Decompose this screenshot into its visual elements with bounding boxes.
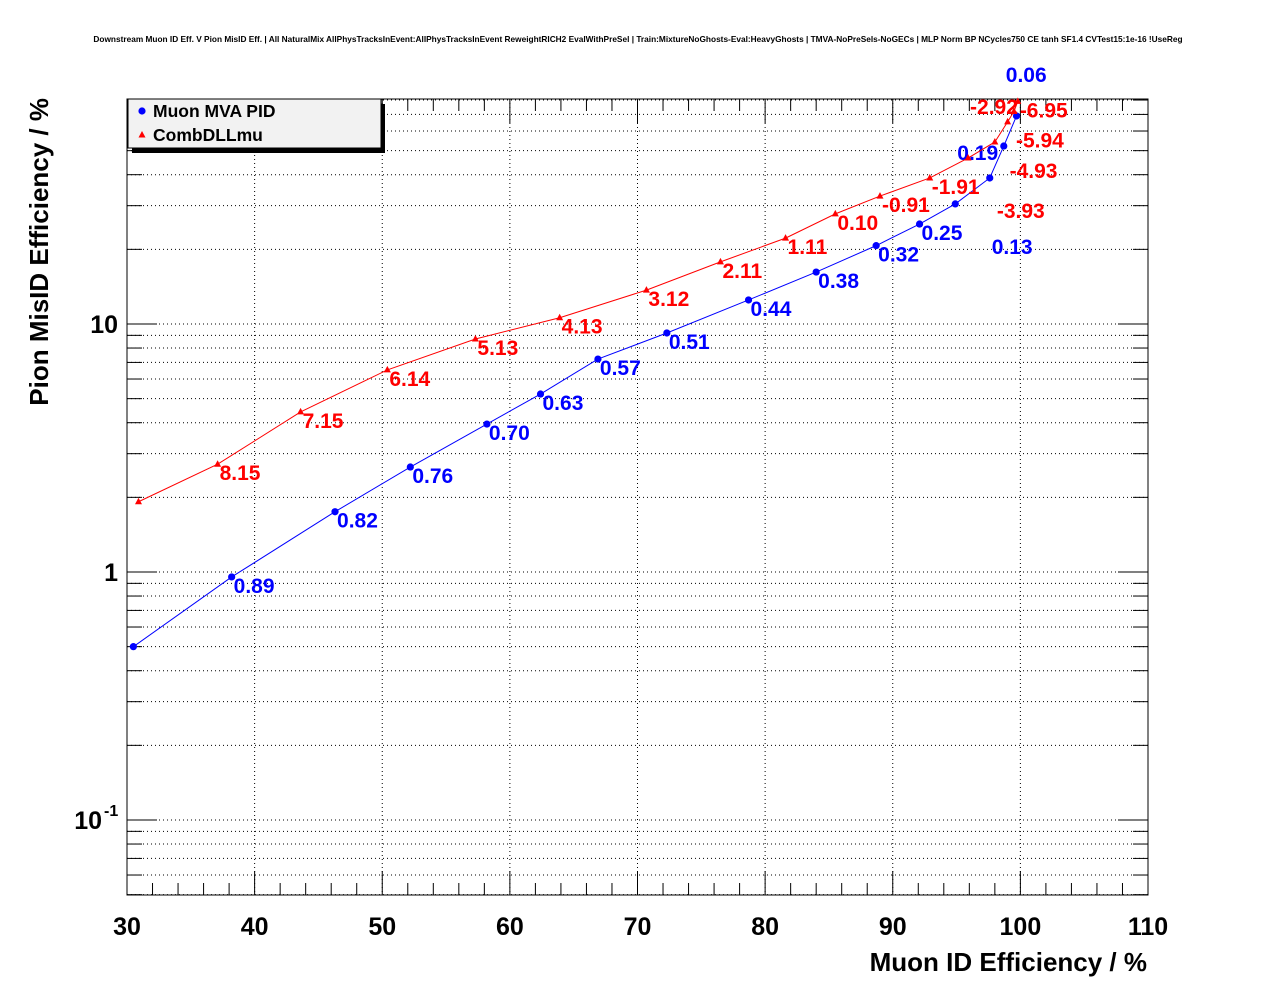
- x-tick-label: 110: [1128, 913, 1168, 941]
- data-label: -6.95: [1020, 99, 1068, 122]
- data-point: [331, 508, 339, 516]
- data-label: 2.11: [722, 260, 762, 283]
- data-label: -2.92: [970, 96, 1018, 119]
- data-point: [406, 463, 414, 471]
- legend-box: [127, 98, 382, 149]
- data-point: [876, 192, 884, 199]
- series-line: [133, 115, 1018, 648]
- data-label: 0.57: [600, 357, 641, 380]
- data-point: [926, 173, 934, 181]
- data-point: [744, 296, 753, 304]
- data-label: -3.93: [997, 200, 1045, 223]
- y-tick-exponent: -1: [104, 803, 118, 820]
- data-label: 0.70: [489, 422, 530, 445]
- data-label: 0.44: [751, 298, 792, 321]
- data-label: 1.11: [788, 236, 828, 259]
- data-label: -4.93: [1010, 160, 1058, 183]
- legend-entry: CombDLLmu: [153, 125, 263, 145]
- x-tick-label: 40: [241, 913, 269, 941]
- data-point: [1000, 142, 1008, 150]
- data-label: 8.15: [220, 462, 261, 485]
- legend-entry: Muon MVA PID: [153, 101, 275, 121]
- data-point: [1010, 107, 1018, 114]
- data-label: 0.76: [412, 465, 453, 488]
- data-point: [594, 355, 602, 363]
- data-point: [134, 497, 142, 505]
- x-axis-label: Muon ID Efficiency / %: [870, 947, 1147, 977]
- data-label: -1.91: [932, 176, 980, 199]
- data-point: [483, 420, 491, 428]
- data-label: 0.19: [957, 142, 998, 165]
- data-label: 7.15: [303, 410, 344, 433]
- data-label: -0.91: [882, 194, 930, 217]
- data-label: 0.89: [234, 575, 275, 598]
- data-point: [986, 174, 994, 182]
- legend-marker-triangle: [138, 131, 146, 138]
- data-label: 0.32: [878, 244, 919, 267]
- legend: Muon MVA PID CombDLLmu: [127, 98, 385, 153]
- series-muon-mva-pid: 0.06 0.13 0.19 0.250.32 0.38 0.44 0.51 0.57 0.63…: [129, 64, 1047, 651]
- x-tick-label: 30: [113, 913, 141, 941]
- data-point: [915, 220, 924, 228]
- data-label: 6.14: [389, 368, 430, 391]
- data-point: [536, 390, 545, 398]
- data-point: [663, 329, 671, 337]
- x-tick-label: 100: [1000, 913, 1042, 941]
- data-point: [1012, 112, 1021, 120]
- data-label: 4.13: [562, 316, 603, 339]
- data-point: [129, 643, 137, 651]
- x-tick-label: 80: [751, 913, 779, 941]
- data-label: 0.13: [992, 236, 1033, 259]
- data-label: 0.82: [337, 510, 378, 533]
- data-label: 0.25: [922, 222, 963, 245]
- data-point: [782, 234, 790, 241]
- data-point: [228, 573, 236, 581]
- data-point: [831, 209, 839, 217]
- data-point: [1004, 117, 1012, 125]
- data-label: 0.63: [543, 392, 584, 415]
- data-label: 0.10: [837, 212, 878, 235]
- data-label: 0.38: [818, 270, 859, 293]
- data-point: [383, 365, 391, 373]
- data-label: 0.06: [1006, 64, 1047, 87]
- data-point: [642, 286, 650, 293]
- data-point: [214, 460, 222, 467]
- x-tick-label: 60: [496, 913, 524, 941]
- data-point: [812, 268, 820, 276]
- data-point: [716, 257, 724, 265]
- data-label: 0.51: [669, 331, 710, 354]
- data-label: -5.94: [1016, 129, 1064, 152]
- x-tick-label: 90: [879, 913, 907, 941]
- data-point: [556, 313, 564, 321]
- y-tick-label: 10: [90, 311, 118, 339]
- data-point: [872, 242, 880, 250]
- data-label: 5.13: [477, 337, 518, 360]
- x-tick-label: 70: [624, 913, 652, 941]
- chart-title: Downstream Muon ID Eff. V Pion MisID Eff…: [93, 34, 1182, 44]
- data-point: [471, 334, 479, 342]
- legend-marker-circle: [138, 107, 146, 115]
- x-tick-label: 50: [368, 913, 396, 941]
- y-axis-label: Pion MisID Efficiency / %: [24, 98, 54, 406]
- data-point: [964, 154, 972, 161]
- y-tick-label: 10: [74, 807, 102, 835]
- data-label: 3.12: [648, 288, 689, 311]
- data-point: [1014, 97, 1022, 104]
- series-combdllmu: -6.95 -5.94 -4.93 -3.93 -2.92 -1.91-0.910.10 1…: [134, 96, 1068, 505]
- data-point: [951, 200, 959, 208]
- data-point: [991, 137, 999, 145]
- data-point: [297, 407, 305, 415]
- y-tick-label: 1: [104, 559, 118, 587]
